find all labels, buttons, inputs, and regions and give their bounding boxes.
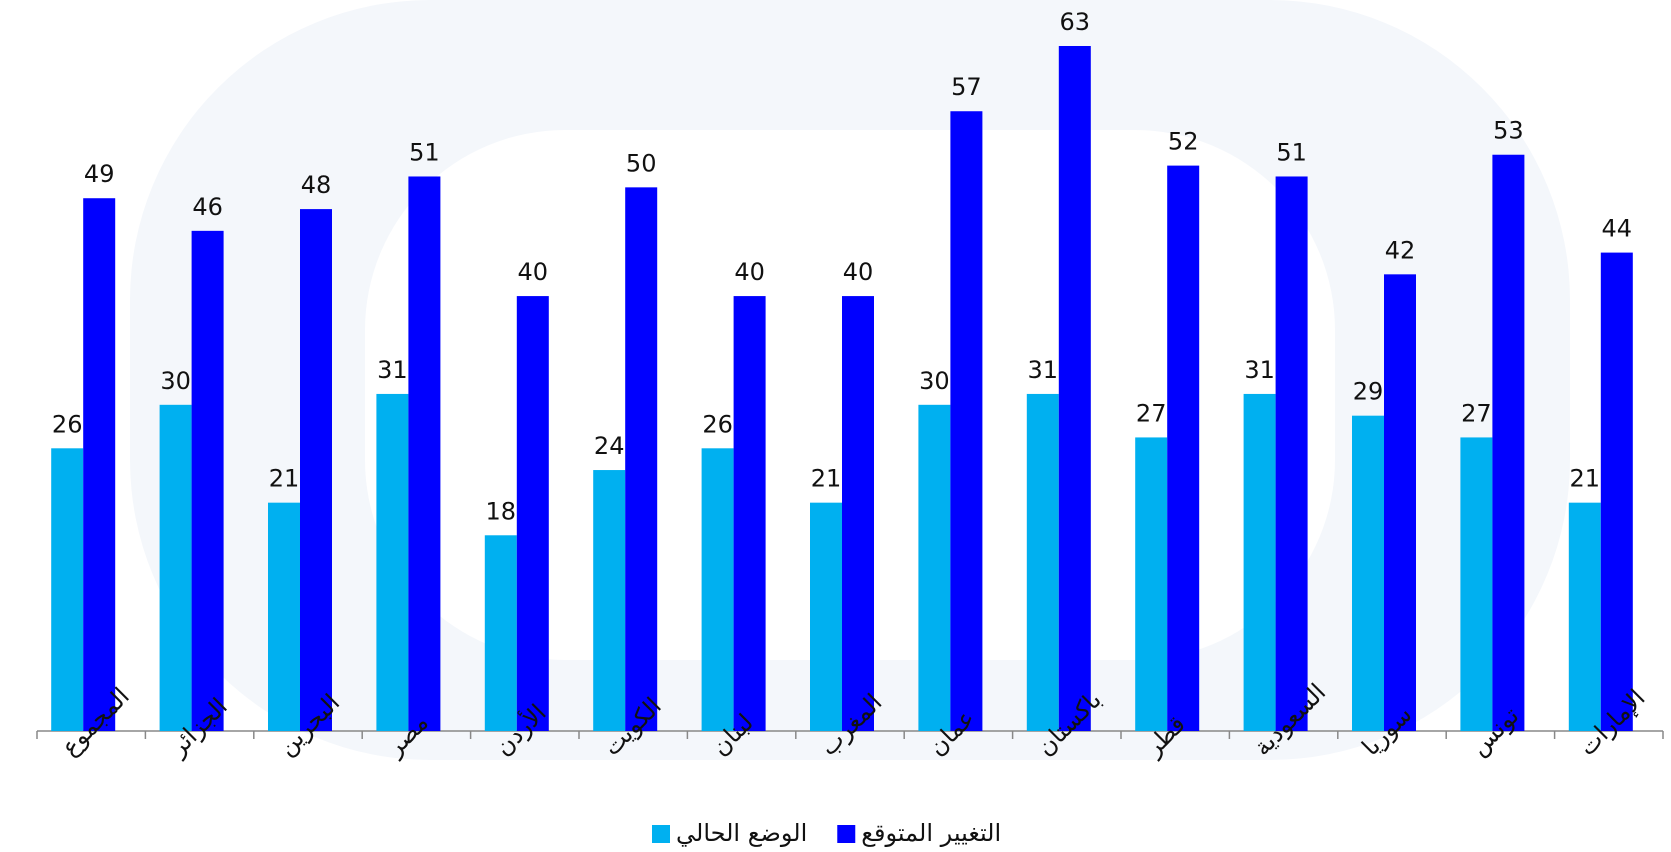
data-label: 31 (1244, 356, 1275, 384)
bar (1600, 252, 1633, 732)
data-label: 27 (1461, 399, 1492, 427)
data-label: 50 (626, 149, 657, 177)
data-label: 40 (843, 258, 874, 286)
bar (733, 296, 766, 731)
bar (1026, 393, 1059, 731)
bar (1384, 274, 1416, 731)
data-label: 30 (919, 367, 950, 395)
bar (1492, 154, 1525, 731)
data-label: 24 (594, 432, 625, 460)
bar (593, 470, 626, 731)
data-label: 21 (811, 465, 842, 493)
data-label: 57 (951, 73, 982, 101)
data-label: 21 (269, 465, 300, 493)
bar (950, 111, 983, 731)
bar (83, 198, 116, 731)
bar (1243, 393, 1276, 731)
bar (701, 448, 734, 731)
data-label: 51 (409, 138, 440, 166)
data-label: 63 (1060, 8, 1091, 36)
bar (1352, 415, 1384, 731)
bar (1135, 437, 1168, 731)
bar (625, 187, 658, 731)
data-label: 21 (1570, 465, 1601, 493)
data-label: 26 (702, 410, 733, 438)
data-label: 18 (486, 497, 517, 525)
bar (159, 404, 192, 731)
data-label: 46 (192, 193, 223, 221)
legend-swatch (837, 825, 856, 843)
bar (268, 502, 300, 731)
bar (1058, 46, 1091, 731)
data-label: 31 (377, 356, 408, 384)
data-label: 27 (1136, 399, 1167, 427)
data-label: 53 (1493, 117, 1524, 145)
data-label: 26 (52, 410, 83, 438)
data-label: 51 (1276, 138, 1307, 166)
bar (1167, 165, 1200, 732)
data-label: 52 (1168, 128, 1199, 156)
bar (516, 296, 549, 731)
bar (1275, 176, 1308, 731)
bar (408, 176, 441, 731)
data-label: 31 (1028, 356, 1059, 384)
bar (918, 404, 951, 731)
legend-label: الوضع الحالي (676, 819, 807, 847)
bar (376, 393, 409, 731)
legend-label: التغيير المتوقع (861, 819, 1001, 847)
data-label: 42 (1385, 236, 1416, 264)
bar (484, 535, 517, 731)
data-label: 30 (160, 367, 191, 395)
data-label: 49 (84, 160, 115, 188)
data-label: 40 (734, 258, 765, 286)
bar (51, 448, 84, 731)
bar (300, 209, 332, 732)
bar (1568, 502, 1601, 731)
data-label: 48 (301, 171, 332, 199)
data-label: 44 (1602, 215, 1633, 243)
bar (1460, 437, 1493, 731)
legend-swatch (652, 825, 670, 843)
bar (842, 296, 874, 731)
data-label: 40 (518, 258, 549, 286)
bar (191, 230, 224, 732)
bar (810, 502, 842, 731)
data-label: 29 (1353, 378, 1384, 406)
